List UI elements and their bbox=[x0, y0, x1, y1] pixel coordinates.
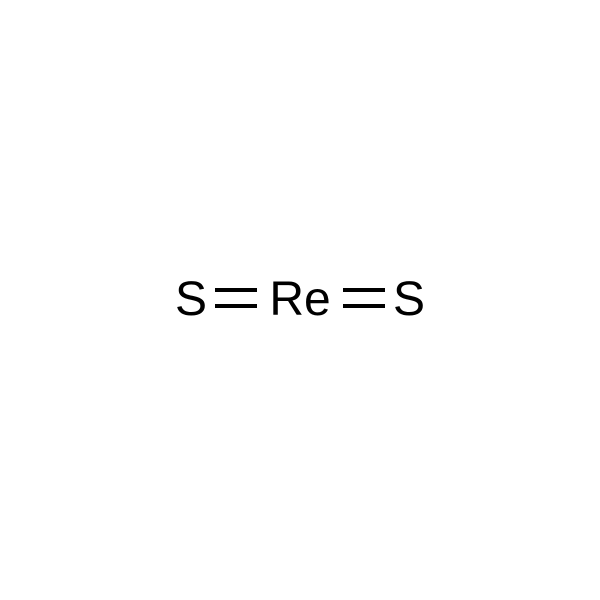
bond-right-top bbox=[343, 288, 385, 292]
bond-right-bottom bbox=[343, 304, 385, 308]
atom-s-right: S bbox=[393, 276, 425, 324]
atom-re: Re bbox=[269, 276, 330, 324]
chemical-structure-diagram: S Re S bbox=[0, 0, 600, 600]
bond-left-top bbox=[215, 288, 257, 292]
atom-s-left: S bbox=[175, 276, 207, 324]
bond-left-bottom bbox=[215, 304, 257, 308]
